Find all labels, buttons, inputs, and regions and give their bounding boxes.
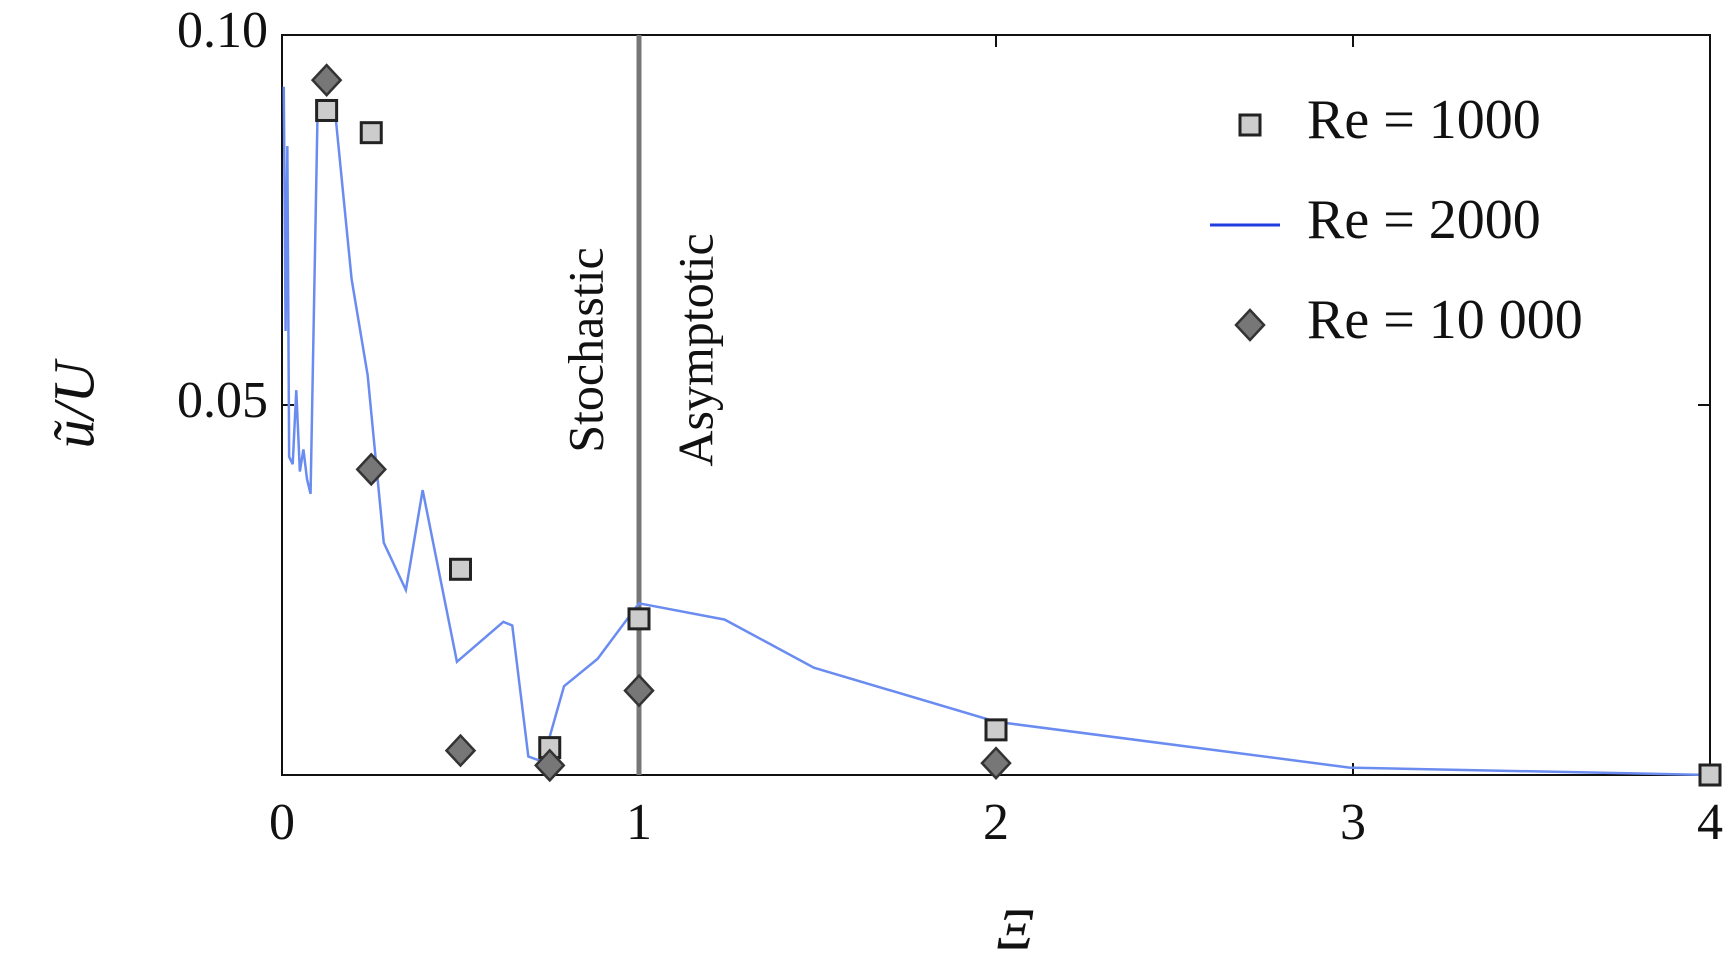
y-tick-label: 0.10 (177, 2, 268, 59)
data-point (355, 452, 387, 487)
x-tick-label: 3 (1340, 794, 1366, 851)
y-axis-label: ũ/U (41, 357, 106, 448)
y-tick-label: 0.05 (177, 372, 268, 429)
annotation: Asymptotic (667, 233, 723, 466)
data-point (444, 733, 477, 768)
legend-label: Re = 2000 (1307, 189, 1541, 251)
legend-label: Re = 1000 (1307, 89, 1541, 151)
data-point (310, 63, 343, 97)
legend-swatch (1238, 113, 1262, 137)
series-line (282, 86, 1711, 777)
x-axis-label: Ξ (996, 896, 1033, 961)
data-point (980, 746, 1012, 780)
x-tick-label: 1 (626, 794, 652, 851)
legend-swatch (1234, 308, 1266, 342)
annotation: Stochastic (557, 247, 613, 453)
data-point (449, 557, 472, 581)
data-point (623, 673, 655, 708)
data-point (359, 121, 383, 145)
x-tick-label: 0 (269, 794, 295, 851)
x-tick-label: 4 (1697, 794, 1723, 851)
x-tick-label: 2 (983, 794, 1009, 851)
data-point (1698, 763, 1722, 787)
data-point (984, 718, 1008, 742)
data-point (627, 607, 651, 631)
data-point (315, 98, 339, 122)
data-point (534, 748, 566, 783)
legend-label: Re = 10 000 (1307, 289, 1583, 351)
